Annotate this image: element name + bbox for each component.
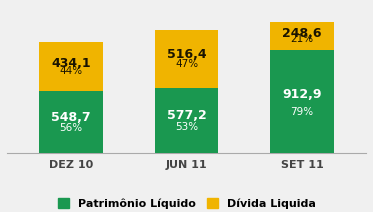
Text: 56%: 56% <box>59 123 82 133</box>
Text: 548,7: 548,7 <box>51 111 91 124</box>
Text: 912,9: 912,9 <box>282 88 322 100</box>
Text: 577,2: 577,2 <box>167 109 206 122</box>
Text: 434,1: 434,1 <box>51 57 91 70</box>
Text: 248,6: 248,6 <box>282 28 322 40</box>
Bar <box>155 30 218 88</box>
Text: 44%: 44% <box>59 66 82 76</box>
Text: 47%: 47% <box>175 59 198 70</box>
Bar <box>270 22 334 50</box>
Bar <box>39 91 103 153</box>
Text: 79%: 79% <box>291 107 314 117</box>
Text: 53%: 53% <box>175 122 198 132</box>
Legend: Patrimônio Líquido, Dívida Liquida: Patrimônio Líquido, Dívida Liquida <box>57 198 316 209</box>
Text: 21%: 21% <box>291 34 314 44</box>
Bar <box>39 42 103 91</box>
Bar <box>155 88 218 153</box>
Bar <box>270 50 334 153</box>
Text: 516,4: 516,4 <box>167 48 206 61</box>
